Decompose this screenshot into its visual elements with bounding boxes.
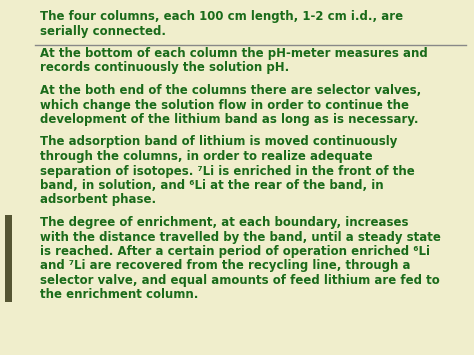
- Text: development of the lithium band as long as is necessary.: development of the lithium band as long …: [40, 113, 419, 126]
- Bar: [5, 215, 12, 302]
- Text: which change the solution flow in order to continue the: which change the solution flow in order …: [40, 98, 409, 111]
- Text: is reached. After a certain period of operation enriched ⁶Li: is reached. After a certain period of op…: [40, 245, 430, 258]
- Text: selector valve, and equal amounts of feed lithium are fed to: selector valve, and equal amounts of fee…: [40, 274, 440, 287]
- Text: with the distance travelled by the band, until a steady state: with the distance travelled by the band,…: [40, 230, 441, 244]
- Text: and ⁷Li are recovered from the recycling line, through a: and ⁷Li are recovered from the recycling…: [40, 260, 411, 273]
- Text: At the both end of the columns there are selector valves,: At the both end of the columns there are…: [40, 84, 421, 97]
- Text: band, in solution, and ⁶Li at the rear of the band, in: band, in solution, and ⁶Li at the rear o…: [40, 179, 384, 192]
- Text: separation of isotopes. ⁷Li is enriched in the front of the: separation of isotopes. ⁷Li is enriched …: [40, 164, 415, 178]
- Text: The adsorption band of lithium is moved continuously: The adsorption band of lithium is moved …: [40, 136, 398, 148]
- Text: the enrichment column.: the enrichment column.: [40, 289, 199, 301]
- Text: The degree of enrichment, at each boundary, increases: The degree of enrichment, at each bounda…: [40, 216, 409, 229]
- Text: serially connected.: serially connected.: [40, 24, 166, 38]
- Text: The four columns, each 100 cm length, 1-2 cm i.d., are: The four columns, each 100 cm length, 1-…: [40, 10, 403, 23]
- Text: At the bottom of each column the pH-meter measures and: At the bottom of each column the pH-mete…: [40, 47, 428, 60]
- Text: records continuously the solution pH.: records continuously the solution pH.: [40, 61, 290, 75]
- Text: adsorbent phase.: adsorbent phase.: [40, 193, 156, 207]
- Text: through the columns, in order to realize adequate: through the columns, in order to realize…: [40, 150, 373, 163]
